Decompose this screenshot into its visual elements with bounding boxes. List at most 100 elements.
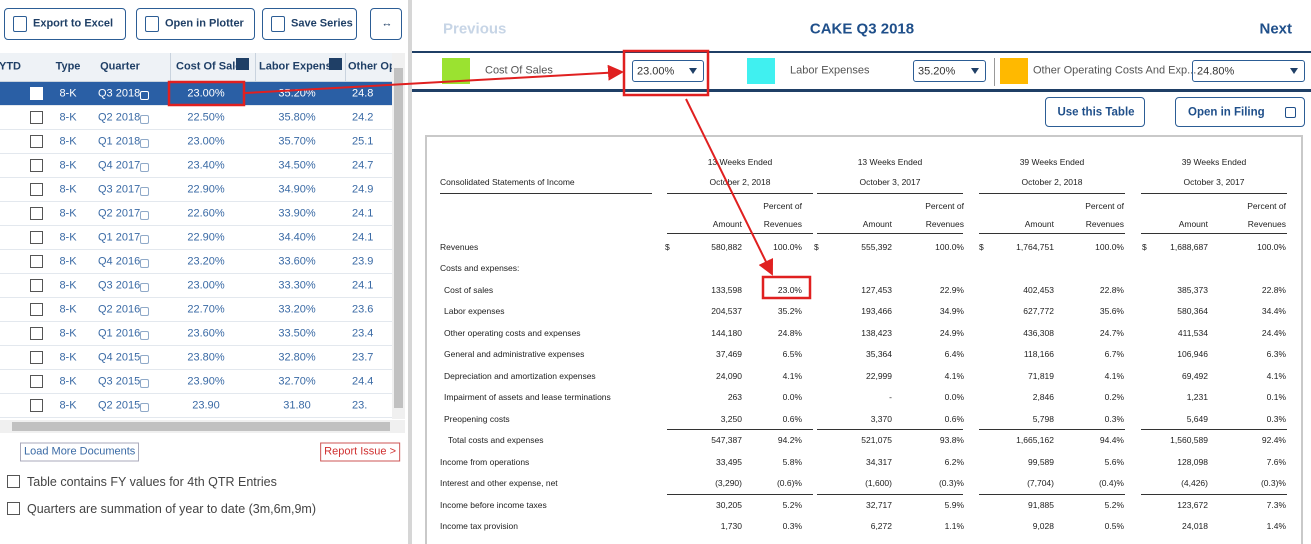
table-row[interactable] <box>0 370 392 394</box>
cell: 33.20% <box>278 303 316 316</box>
column-header: Amount <box>712 218 742 229</box>
link-icon[interactable] <box>140 283 149 292</box>
select[interactable]: 35.20% <box>913 60 986 82</box>
table-row[interactable] <box>0 322 392 346</box>
cell: (3,290) <box>715 477 742 488</box>
link-icon[interactable] <box>140 91 149 100</box>
checkbox[interactable] <box>30 351 43 364</box>
checkbox[interactable] <box>30 87 43 100</box>
link[interactable]: Load More Documents <box>20 442 140 462</box>
cell: Q2 2017 <box>98 207 141 220</box>
table-row[interactable] <box>0 202 392 226</box>
cell: 8-K <box>59 159 77 172</box>
cell: 8-K <box>59 327 77 340</box>
cell: 32,717 <box>866 499 892 510</box>
cell: 31.80 <box>283 399 311 412</box>
cell: 37,469 <box>716 349 742 360</box>
link-icon[interactable] <box>140 379 149 388</box>
cell: 22,999 <box>866 370 892 381</box>
cell: 3,250 <box>720 413 742 424</box>
link-icon[interactable] <box>140 139 149 148</box>
table-row[interactable] <box>0 394 392 418</box>
checkbox[interactable] <box>30 135 43 148</box>
checkbox[interactable] <box>30 255 43 268</box>
cell: 23.9 <box>352 255 374 268</box>
checkbox[interactable] <box>30 207 43 220</box>
link-icon[interactable] <box>140 235 149 244</box>
use-table-button[interactable]: Use this Table <box>1045 97 1145 127</box>
table-row[interactable] <box>0 346 392 370</box>
checkbox[interactable] <box>30 159 43 172</box>
link-icon[interactable] <box>140 307 149 316</box>
table-row[interactable] <box>0 154 392 178</box>
plotter-button[interactable]: Open in Plotter <box>136 8 255 40</box>
cell: 34.40% <box>278 231 316 244</box>
checkbox[interactable] <box>30 303 43 316</box>
table-row[interactable] <box>0 178 392 202</box>
link[interactable]: Report Issue > <box>320 442 400 462</box>
expand-button[interactable]: ↔ <box>370 8 402 40</box>
cell: 123,672 <box>1177 499 1208 510</box>
save-button[interactable]: Save Series <box>262 8 357 40</box>
separator <box>994 58 995 86</box>
link-icon[interactable] <box>140 403 149 412</box>
select[interactable]: 24.80% <box>1192 60 1305 82</box>
checkbox[interactable] <box>30 183 43 196</box>
color-swatch <box>747 58 775 84</box>
table-row[interactable] <box>0 298 392 322</box>
icon <box>271 16 285 32</box>
checkbox[interactable] <box>30 279 43 292</box>
checkbox[interactable] <box>30 375 43 388</box>
cell: 34.9% <box>939 306 964 317</box>
link-icon[interactable] <box>140 115 149 124</box>
period-length: 39 Weeks Ended <box>1181 156 1247 167</box>
checkbox[interactable] <box>7 475 20 488</box>
export-button[interactable]: Export to Excel <box>4 8 126 40</box>
link-icon[interactable] <box>140 163 149 172</box>
cell: 9,028 <box>1032 520 1054 531</box>
nav-next[interactable]: Next <box>1259 20 1292 38</box>
cell: 35.20% <box>278 87 316 100</box>
cell: 6.3% <box>1266 349 1286 360</box>
table-row[interactable] <box>0 226 392 250</box>
period-length: 13 Weeks Ended <box>707 156 773 167</box>
nav-previous[interactable]: Previous <box>443 20 507 38</box>
cell: 35.70% <box>278 135 316 148</box>
cell: 100.0% <box>935 241 964 252</box>
open-filing-button[interactable]: Open in Filing <box>1175 97 1305 127</box>
cell: 7.3% <box>1266 499 1286 510</box>
table-row[interactable] <box>0 130 392 154</box>
filter-icon[interactable] <box>329 58 342 70</box>
rule <box>979 493 1125 495</box>
icon <box>13 16 27 32</box>
table-row[interactable] <box>0 106 392 130</box>
select[interactable]: 23.00% <box>632 60 704 82</box>
link-icon[interactable] <box>140 187 149 196</box>
link-icon[interactable] <box>140 211 149 220</box>
cell: 4.1% <box>1266 370 1286 381</box>
link-icon[interactable] <box>140 331 149 340</box>
column-header: Revenues <box>763 218 802 229</box>
link-icon[interactable] <box>140 355 149 364</box>
cell: 24.1 <box>352 231 374 244</box>
checkbox[interactable] <box>30 399 43 412</box>
table-row[interactable] <box>0 274 392 298</box>
cell: 118,166 <box>1023 349 1054 360</box>
cell: 94.2% <box>777 434 802 445</box>
filter-icon[interactable] <box>236 58 249 70</box>
cell: - <box>889 391 892 402</box>
table-row[interactable] <box>0 250 392 274</box>
column-header: Percent of <box>925 200 964 211</box>
checkbox[interactable] <box>30 231 43 244</box>
cell: 8-K <box>59 231 77 244</box>
checkbox[interactable] <box>7 502 20 515</box>
cell: 7.6% <box>1266 456 1286 467</box>
checkbox[interactable] <box>30 327 43 340</box>
checkbox[interactable] <box>30 111 43 124</box>
link-icon[interactable] <box>140 259 149 268</box>
cell: 22.60% <box>187 207 225 220</box>
cell: 580,364 <box>1177 306 1208 317</box>
cell: 4.1% <box>782 370 802 381</box>
cell: $ <box>979 241 984 252</box>
cell: 5.8% <box>782 456 802 467</box>
